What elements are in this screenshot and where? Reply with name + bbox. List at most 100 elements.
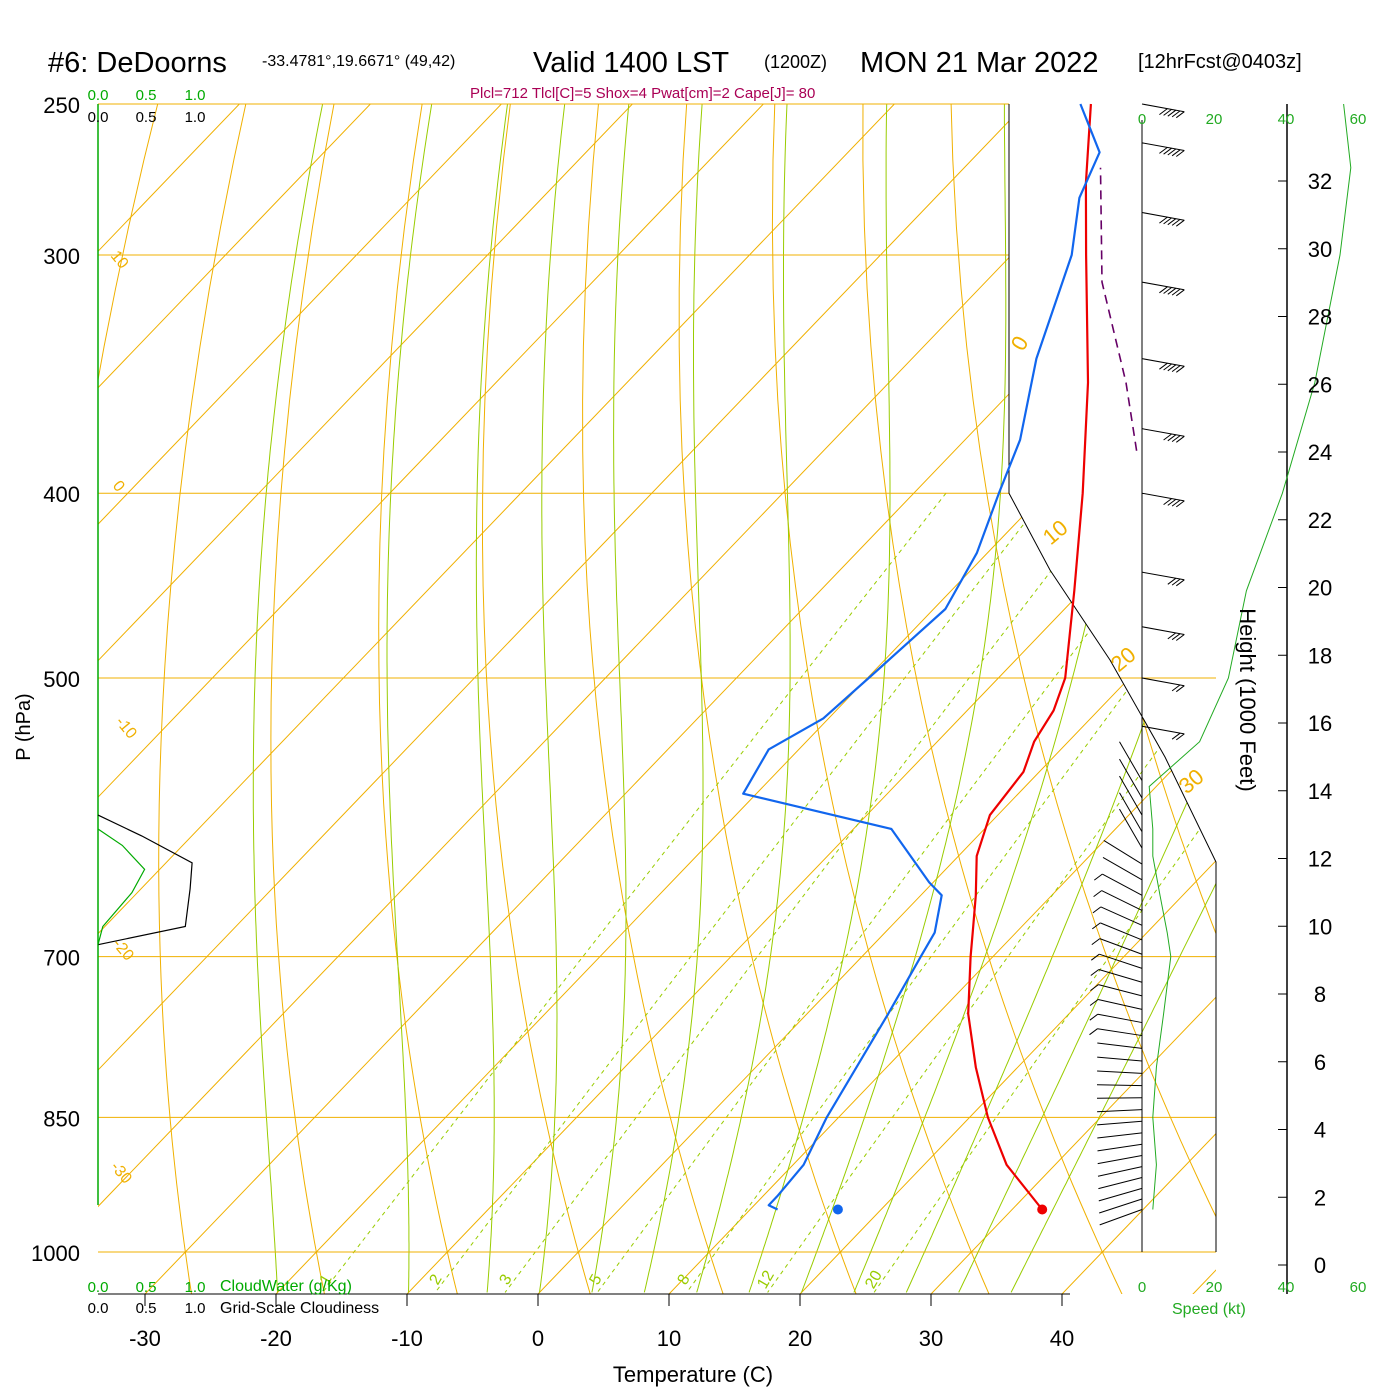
isotherm-label: 30 xyxy=(1174,764,1209,799)
cloud-water-scale-label: 0.0 xyxy=(88,87,109,104)
mixing-ratio-line xyxy=(322,492,947,1293)
series-parcel-line xyxy=(1099,167,1138,451)
x-tick-label: 10 xyxy=(657,1326,681,1351)
wind-barb-staff xyxy=(1099,1198,1143,1214)
cloud-water-line xyxy=(97,828,146,945)
wind-barb-flag xyxy=(1171,365,1181,373)
wind-barb xyxy=(1096,1097,1143,1099)
wind-barb-flag xyxy=(1090,969,1100,976)
wind-barb-flag xyxy=(1167,287,1177,295)
isotherm-lines xyxy=(98,104,1216,1294)
wind-barb-flag xyxy=(1167,148,1177,156)
wind-barb-flag xyxy=(1163,147,1172,155)
wind-barb-flag xyxy=(1089,999,1099,1006)
wind-barb-staff xyxy=(1119,775,1143,816)
isotherm-line xyxy=(240,104,1216,1294)
dry-adiabat-line xyxy=(1034,104,1216,1294)
moist-adiabat-lines xyxy=(252,104,1216,1293)
series-temperature-line xyxy=(967,103,1092,1211)
wind-barb-flag xyxy=(1171,149,1181,157)
wind-barb-flag xyxy=(1163,363,1172,371)
height-tick-label: 18 xyxy=(1308,643,1332,668)
mixing-ratio-label: 3 xyxy=(497,1272,516,1288)
height-tick-label: 16 xyxy=(1308,711,1332,736)
wind-barb xyxy=(1097,1109,1143,1113)
wind-barb xyxy=(1093,890,1143,911)
cloud-water-scale-label: 0.5 xyxy=(136,87,157,104)
isotherm-label: 10 xyxy=(1038,515,1073,550)
isotherm-line xyxy=(98,104,418,1294)
speed-scale-label: 60 xyxy=(1350,111,1367,128)
wind-barb xyxy=(1119,775,1143,816)
wind-barb-staff xyxy=(1097,1042,1143,1049)
isotherm-line xyxy=(1026,104,1216,1294)
wind-barb xyxy=(1099,1198,1143,1214)
wind-barb xyxy=(1097,1143,1143,1152)
wind-barb-staff xyxy=(1099,1209,1143,1226)
station-title: #6: DeDoorns xyxy=(48,47,227,79)
wind-barb-staff xyxy=(1141,725,1185,735)
dry-adiabat-line xyxy=(949,104,1216,1294)
wind-barb-flag xyxy=(1176,634,1185,641)
cloud-water-scale-label: 1.0 xyxy=(185,1279,206,1296)
wind-barb-flag xyxy=(1167,218,1177,226)
wind-barb-flag xyxy=(1093,890,1102,897)
cloudiness-scale-label: 0.5 xyxy=(136,109,157,126)
mixing-ratio-line xyxy=(434,492,1049,1293)
wind-barb-flag xyxy=(1176,219,1185,227)
cloudiness-scale-label: 1.0 xyxy=(185,1300,206,1317)
height-tick-label: 0 xyxy=(1314,1253,1326,1278)
wind-barb-flag xyxy=(1091,938,1101,945)
cloud-water-scale-label: 0.5 xyxy=(136,1279,157,1296)
wind-barb-staff xyxy=(1097,1070,1143,1074)
x-tick-label: 0 xyxy=(532,1326,544,1351)
mixing-ratio-lines xyxy=(322,492,1216,1293)
dry-adiabat-line xyxy=(1366,0,1400,1331)
x-tick-label: 40 xyxy=(1050,1326,1074,1351)
dry-adiabat-label: -30 xyxy=(107,1159,135,1188)
series-dewpoint-line xyxy=(742,103,1101,1211)
wind-barb-staff xyxy=(1100,906,1143,926)
dry-adiabat-line xyxy=(270,104,374,1294)
mixing-ratio-label: 20 xyxy=(862,1268,886,1292)
wind-barb-staff xyxy=(1096,1097,1143,1099)
x-axis-label: Temperature (C) xyxy=(613,1362,773,1387)
moist-adiabat-line xyxy=(905,104,1216,1293)
wind-barb-staff xyxy=(1098,984,1143,997)
wind-barb xyxy=(1141,281,1185,297)
wind-speed-line xyxy=(1148,103,1352,1210)
wind-barb-staff xyxy=(1100,922,1143,941)
axes-text: -30 -20 -10 0 10 20 30 402503004005007008501000… xyxy=(31,87,1366,1351)
surface-temperature-marker xyxy=(1037,1204,1048,1215)
wind-barb-staff xyxy=(1097,1166,1143,1177)
wind-barb-flag xyxy=(1176,289,1185,297)
wind-barb xyxy=(1141,626,1185,641)
wind-barb-staff xyxy=(1098,1177,1143,1190)
wind-barb-staff xyxy=(1097,999,1143,1010)
dry-adiabat-line xyxy=(0,0,43,1331)
moist-adiabat-line xyxy=(252,104,365,1293)
wind-barbs xyxy=(1089,103,1185,1226)
wind-barb xyxy=(1097,1056,1143,1062)
date-label: MON 21 Mar 2022 xyxy=(860,47,1099,79)
speed-label: Speed (kt) xyxy=(1172,1301,1246,1318)
wind-barb-staff xyxy=(1102,856,1143,881)
isotherm-line xyxy=(502,104,1216,1294)
pressure-tick-label: 300 xyxy=(43,244,80,269)
wind-barb-staff xyxy=(1099,953,1143,969)
x-tick-label: -10 xyxy=(391,1326,423,1351)
mixing-ratio-line xyxy=(686,492,1216,1293)
cloudiness-scale-label: 0.0 xyxy=(88,109,109,126)
dry-adiabat-line xyxy=(771,104,1006,1294)
wind-barb-flag xyxy=(1171,684,1181,692)
wind-barb xyxy=(1097,1070,1143,1074)
wind-barb-flag xyxy=(1089,1013,1099,1021)
wind-barb-staff xyxy=(1141,626,1185,635)
height-tick-label: 32 xyxy=(1308,169,1332,194)
wind-barb xyxy=(1098,1187,1143,1202)
cloud-water-scale-label: 1.0 xyxy=(185,87,206,104)
height-tick-label: 4 xyxy=(1314,1118,1326,1143)
wind-barb-staff xyxy=(1141,358,1185,367)
wind-barb-staff xyxy=(1141,212,1185,221)
wind-barb xyxy=(1141,212,1185,227)
